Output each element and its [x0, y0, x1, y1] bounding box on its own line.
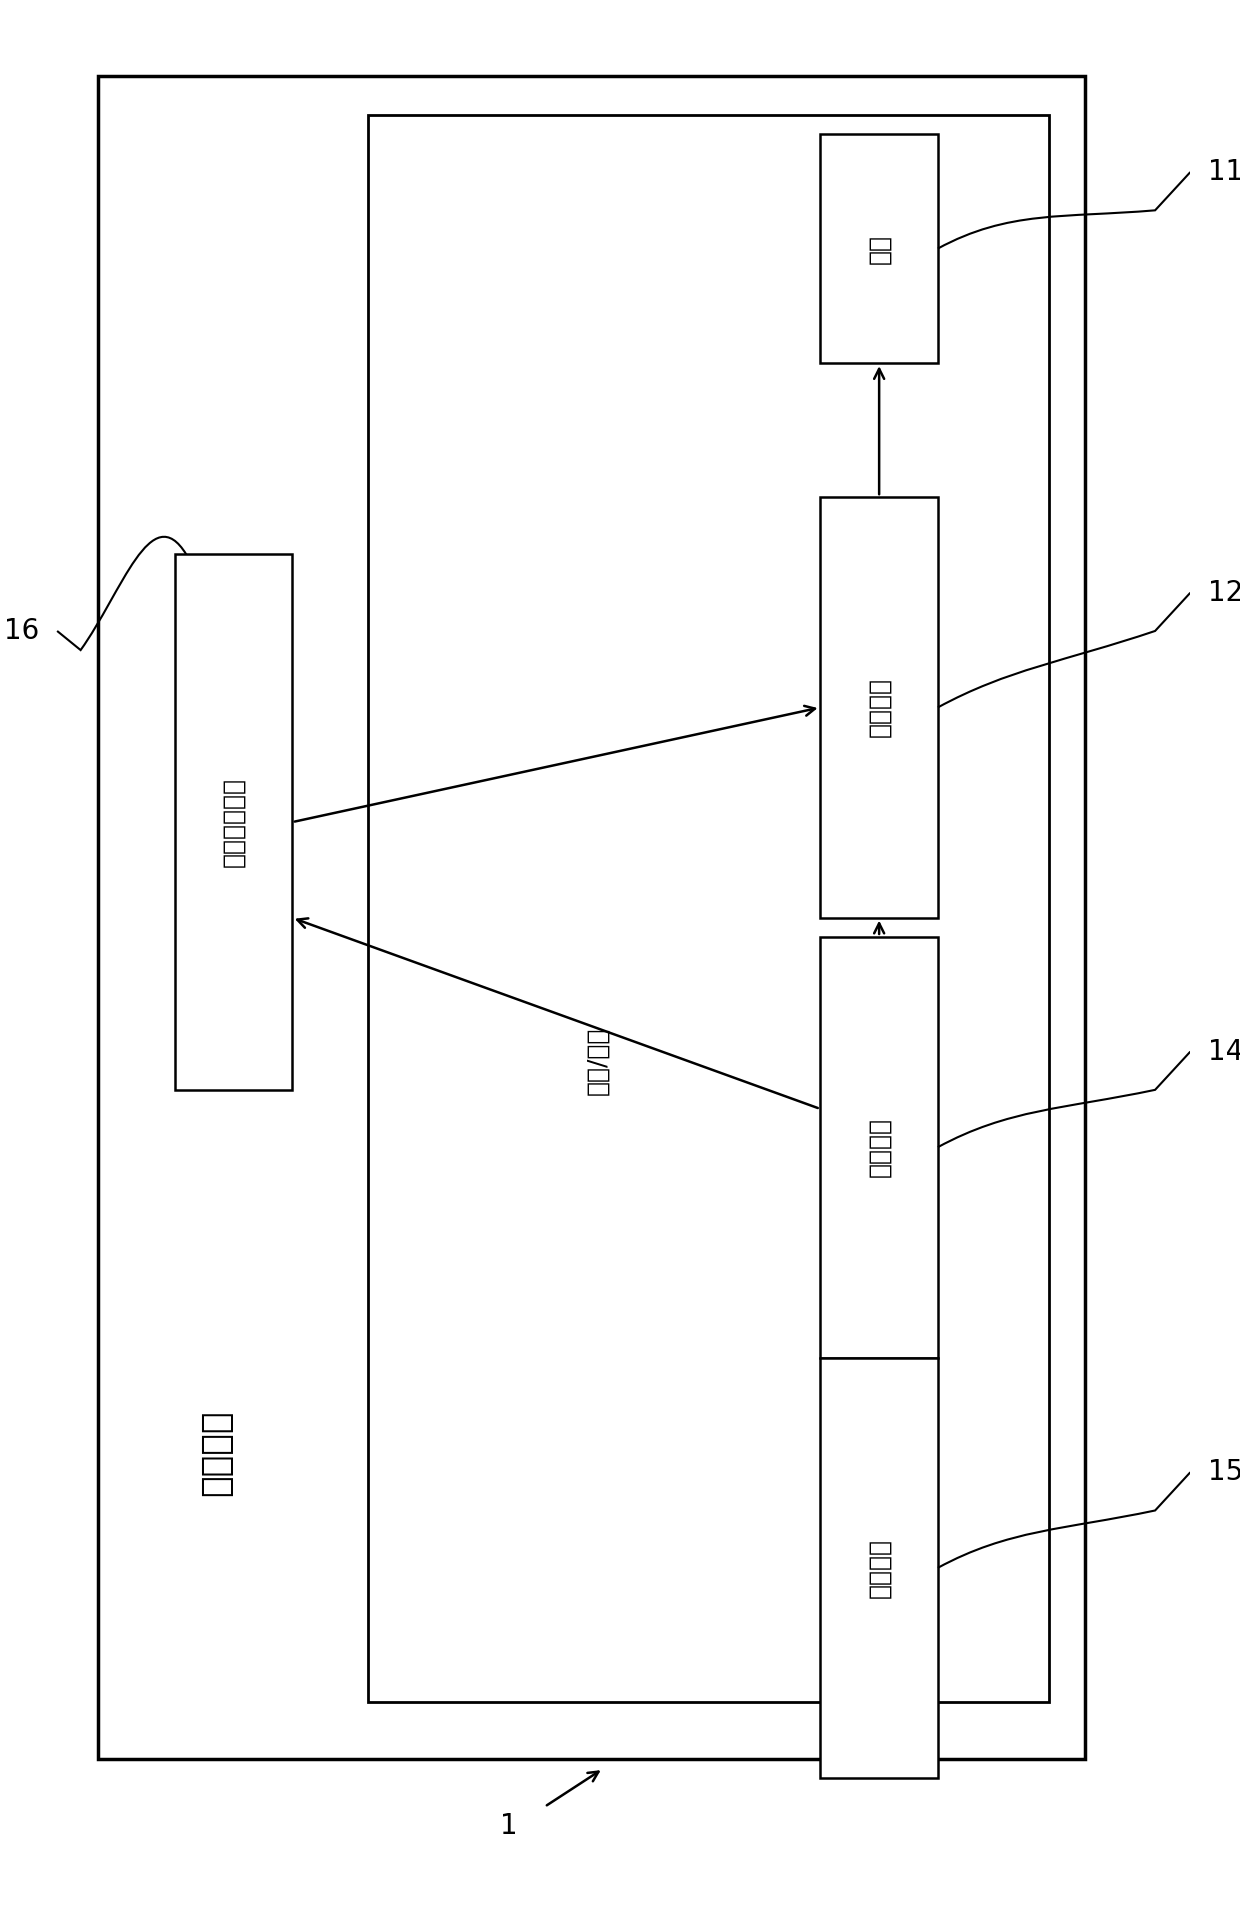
Text: 钒头: 钒头 — [867, 233, 892, 264]
Text: 医疗电钒: 医疗电钒 — [198, 1409, 233, 1497]
Text: 霍尔元件: 霍尔元件 — [867, 1117, 892, 1178]
Text: 电池模组: 电池模组 — [867, 1537, 892, 1598]
Text: 12: 12 — [1208, 579, 1240, 606]
Bar — [821, 497, 937, 918]
Text: 电流/电压: 电流/电压 — [585, 1027, 609, 1096]
Text: 16: 16 — [4, 618, 40, 644]
Bar — [821, 937, 937, 1358]
Bar — [98, 76, 1085, 1759]
Text: 通讯界面模组: 通讯界面模组 — [221, 776, 246, 868]
Text: 1: 1 — [501, 1813, 518, 1839]
Bar — [175, 554, 291, 1090]
Text: 15: 15 — [1208, 1459, 1240, 1486]
Bar — [821, 134, 937, 363]
Text: 11: 11 — [1208, 159, 1240, 185]
Bar — [368, 115, 1049, 1702]
Text: 14: 14 — [1208, 1038, 1240, 1065]
Text: 带动模组: 带动模组 — [867, 677, 892, 738]
Bar — [821, 1358, 937, 1778]
